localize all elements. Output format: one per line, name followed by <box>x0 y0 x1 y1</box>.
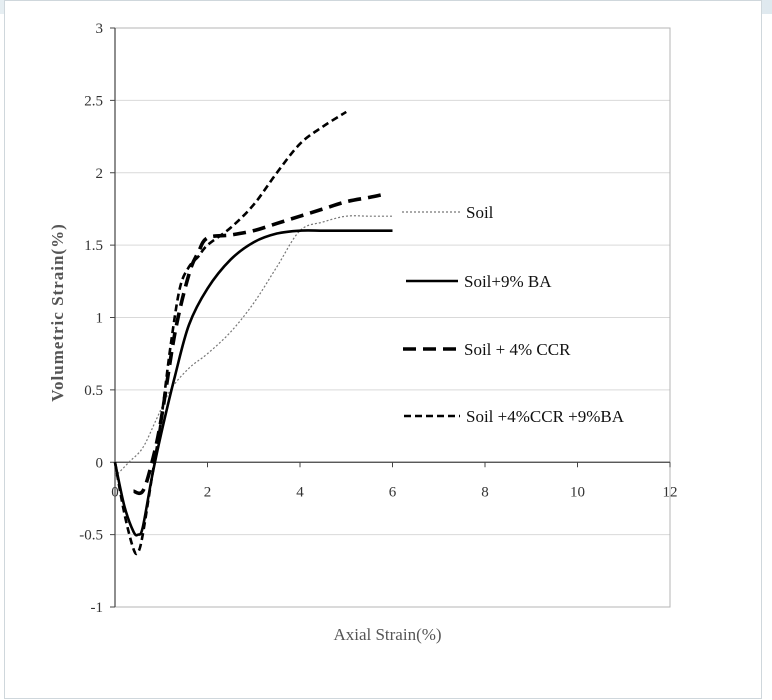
legend-label-2: Soil + 4% CCR <box>464 340 571 359</box>
y-tick-label-1: -0.5 <box>79 528 103 544</box>
x-tick-label-3: 6 <box>389 484 397 500</box>
y-tick-label-8: 3 <box>96 21 104 37</box>
series-layer <box>113 110 393 556</box>
x-tick-label-1: 2 <box>204 484 212 500</box>
x-tick-label-2: 4 <box>296 484 304 500</box>
axes <box>110 27 671 608</box>
legend: Soil Soil+9% BA Soil + 4% CCR Soil +4%CCR +… <box>402 203 625 426</box>
y-tick-label-4: 1 <box>96 311 104 327</box>
series-line-3 <box>113 110 347 556</box>
y-tick-label-0: -1 <box>91 600 104 616</box>
legend-label-0: Soil <box>466 203 494 222</box>
series-line-0 <box>114 215 393 478</box>
figure-frame <box>4 0 762 699</box>
series-line-2 <box>133 192 384 496</box>
series-line-1 <box>113 229 393 537</box>
x-tick-label-6: 12 <box>663 484 678 500</box>
legend-label-3: Soil +4%CCR +9%BA <box>466 407 625 426</box>
y-axis-title: Volumetric Strain(%) <box>48 223 67 402</box>
x-tick-label-4: 8 <box>481 484 489 500</box>
x-tick-label-5: 10 <box>570 484 585 500</box>
x-axis-title: Axial Strain(%) <box>333 625 441 644</box>
y-tick-label-7: 2.5 <box>84 93 103 109</box>
y-tick-label-2: 0 <box>96 455 104 471</box>
x-tick-label-0: 0 <box>111 484 119 500</box>
y-tick-label-3: 0.5 <box>84 383 103 399</box>
tick-labels: 0 2 4 6 8 10 12 -1 -0.5 0 0.5 1 1.5 2 2.5 3 <box>79 21 677 616</box>
legend-label-1: Soil+9% BA <box>464 272 552 291</box>
gridlines <box>114 27 671 608</box>
y-tick-label-5: 1.5 <box>84 238 103 254</box>
y-tick-label-6: 2 <box>96 166 104 182</box>
